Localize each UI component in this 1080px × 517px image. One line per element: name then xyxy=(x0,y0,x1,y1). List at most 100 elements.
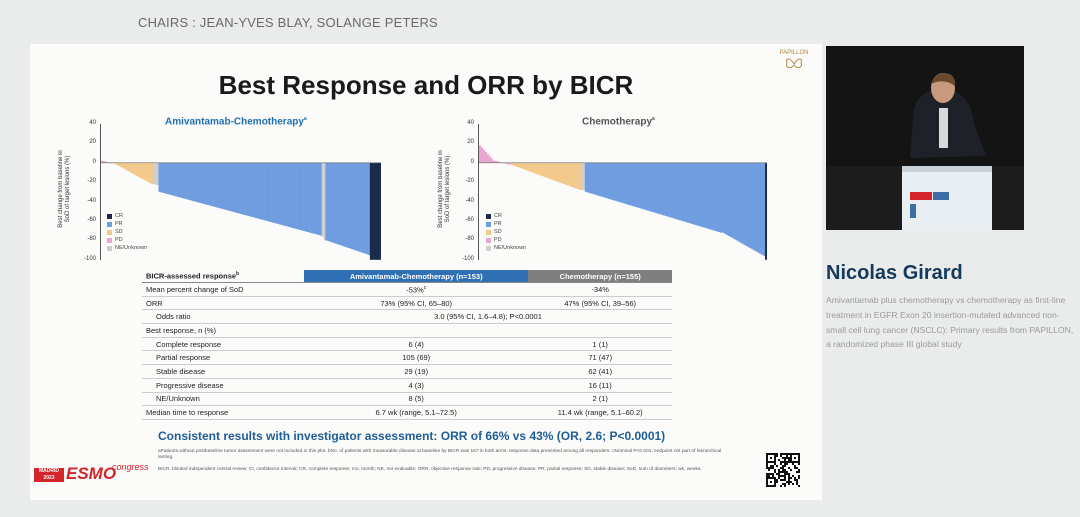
qr-module xyxy=(780,461,782,463)
qr-module xyxy=(782,453,784,455)
waterfall-bar xyxy=(627,162,631,205)
waterfall-bar xyxy=(706,162,709,229)
waterfall-bar xyxy=(169,162,172,195)
legend-label: PD xyxy=(494,237,502,243)
waterfall-bar xyxy=(686,162,689,223)
waterfall-bar xyxy=(273,162,276,224)
waterfall-bar xyxy=(210,162,213,206)
waterfall-bar xyxy=(584,162,588,192)
qr-module xyxy=(794,479,796,481)
waterfall-bar xyxy=(682,162,686,222)
waterfall-bar xyxy=(295,162,298,230)
qr-module xyxy=(766,463,768,465)
waterfall-right xyxy=(479,145,767,260)
panel-right-title-text: Chemotherapy xyxy=(582,116,653,128)
waterfall-bar xyxy=(197,162,200,203)
qr-module xyxy=(780,485,782,487)
qr-module xyxy=(766,481,768,483)
qr-module xyxy=(768,461,770,463)
qr-module xyxy=(774,455,776,457)
cell-chemo: 16 (11) xyxy=(528,378,672,393)
waterfall-bar xyxy=(745,162,748,246)
y-tick-label: -20 xyxy=(87,178,96,185)
esmo-year: 2023 xyxy=(43,474,55,481)
waterfall-bar xyxy=(180,162,183,198)
qr-module xyxy=(778,471,780,473)
waterfall-bar xyxy=(698,162,701,227)
qr-module xyxy=(776,453,778,455)
waterfall-bar xyxy=(338,162,341,245)
response-table: BICR-assessed responseb Amivantamab-Chem… xyxy=(142,270,672,420)
waterfall-bar xyxy=(241,162,245,215)
qr-module xyxy=(766,461,768,463)
waterfall-bar xyxy=(353,162,356,250)
waterfall-bar xyxy=(541,162,544,177)
waterfall-bar xyxy=(121,162,124,168)
qr-module xyxy=(774,471,776,473)
consistent-results-text: Consistent results with investigator ass… xyxy=(158,429,666,443)
waterfall-bar xyxy=(484,151,488,163)
waterfall-bar xyxy=(325,162,328,241)
waterfall-bar xyxy=(266,162,269,221)
qr-module xyxy=(786,453,788,455)
waterfall-bar xyxy=(527,162,531,172)
waterfall-bar xyxy=(269,162,272,222)
waterfall-bar xyxy=(622,162,625,204)
speaker-video-frame xyxy=(826,46,1024,230)
qr-module xyxy=(782,483,784,485)
waterfall-bar xyxy=(645,162,648,211)
waterfall-bar xyxy=(533,162,537,174)
papillon-logo: PAPILLON xyxy=(776,50,812,72)
waterfall-bar xyxy=(195,162,198,202)
waterfall-bar xyxy=(678,162,682,221)
waterfall-bar xyxy=(154,162,157,185)
waterfall-bar xyxy=(657,162,660,214)
qr-module xyxy=(798,475,800,477)
legend-label: SD xyxy=(494,229,502,235)
waterfall-bar xyxy=(202,162,206,204)
cell-amiv: -53%c xyxy=(304,282,529,297)
waterfall-bar xyxy=(612,162,615,201)
cell-chemo: 62 (41) xyxy=(528,364,672,379)
qr-module xyxy=(782,457,784,459)
qr-module xyxy=(774,485,776,487)
waterfall-bar xyxy=(743,162,746,245)
qr-module xyxy=(798,455,800,457)
qr-code[interactable] xyxy=(766,453,800,487)
qr-module xyxy=(788,467,790,469)
waterfall-bar xyxy=(625,162,629,205)
waterfall-bar xyxy=(151,162,154,185)
waterfall-bar xyxy=(217,162,220,208)
waterfall-bar xyxy=(512,162,515,166)
waterfall-bar xyxy=(610,162,613,200)
waterfall-bar xyxy=(729,162,733,238)
speaker-video[interactable] xyxy=(826,46,1024,230)
qr-module xyxy=(796,461,798,463)
qr-module xyxy=(766,477,768,479)
legend-label: CR xyxy=(494,213,502,219)
waterfall-bar xyxy=(649,162,652,212)
qr-module xyxy=(766,475,768,477)
waterfall-bar xyxy=(201,162,204,204)
qr-module xyxy=(774,453,776,455)
qr-module xyxy=(768,469,770,471)
qr-module xyxy=(768,453,770,455)
qr-module xyxy=(766,465,768,467)
legend-swatch xyxy=(486,221,491,227)
qr-module xyxy=(768,485,770,487)
row-label: Complete response xyxy=(142,337,304,352)
qr-module xyxy=(796,453,798,455)
qr-module xyxy=(794,467,796,469)
waterfall-bar xyxy=(334,162,337,244)
waterfall-bar xyxy=(141,162,144,180)
qr-module xyxy=(786,481,788,483)
qr-module xyxy=(780,467,782,469)
qr-module xyxy=(778,473,780,475)
qr-module xyxy=(784,477,786,479)
waterfall-bar xyxy=(494,160,497,163)
panel-right-title: Chemotherapya xyxy=(582,116,655,127)
table-header-col0: BICR-assessed responseb xyxy=(142,270,304,283)
waterfall-bar xyxy=(618,162,621,202)
panel-right-title-sup: a xyxy=(652,116,655,122)
waterfall-bar xyxy=(700,162,703,227)
